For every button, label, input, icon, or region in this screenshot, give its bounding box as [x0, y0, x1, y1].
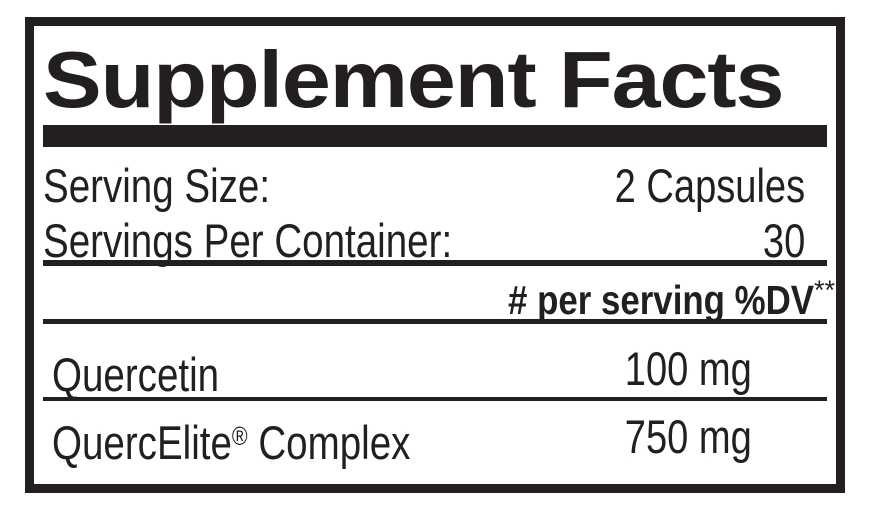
page-title: Supplement Facts — [43, 40, 784, 120]
divider-ingredient — [43, 397, 827, 401]
ingredient-name: Quercetin — [52, 345, 219, 398]
ingredient-row-quercetin: Quercetin 100 mg — [43, 342, 827, 398]
divider-header — [43, 319, 827, 324]
serving-size-row: Serving Size: 2 Capsules — [43, 162, 827, 209]
footnote-marker: ** — [813, 275, 835, 305]
registered-trademark-icon: ® — [231, 421, 248, 451]
column-header: # per serving %DV** — [454, 270, 835, 321]
serving-size-value: 2 Capsules — [614, 159, 805, 212]
serving-size-label: Serving Size: — [43, 159, 271, 212]
ingredient-amount: 750 mg — [625, 410, 752, 463]
ingredient-row-quercelite-complex: QuercElite® Complex 750 mg — [43, 410, 827, 466]
title-divider-bar — [43, 125, 827, 147]
ingredient-name-text: QuercElite — [52, 416, 232, 469]
servings-per-container-label: Servings Per Container: — [43, 214, 453, 267]
ingredient-name-text: Quercetin — [52, 348, 220, 401]
servings-per-container-value: 30 — [762, 214, 805, 267]
page-title-text: Supplement Facts — [43, 35, 784, 124]
ingredient-amount: 100 mg — [625, 342, 752, 395]
label-frame: Supplement Facts Serving Size: 2 Capsule… — [25, 17, 845, 493]
ingredient-name: QuercElite® Complex — [52, 413, 410, 466]
ingredient-name-suffix: Complex — [247, 416, 411, 469]
column-header-text: # per serving %DV — [507, 277, 814, 323]
divider-serving-section — [43, 260, 827, 266]
servings-per-container-row: Servings Per Container: 30 — [43, 217, 827, 264]
